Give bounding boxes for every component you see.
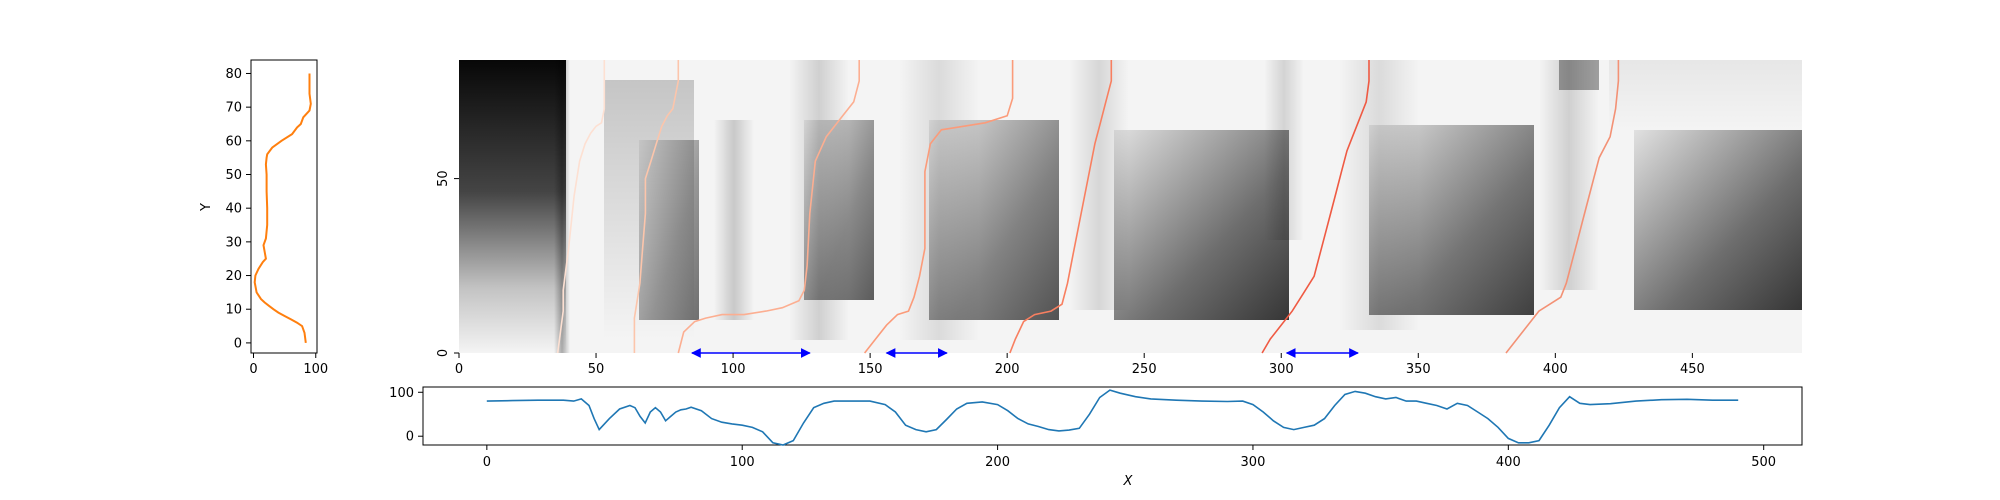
left-y-tick-label: 0 bbox=[234, 336, 242, 351]
heat-x-tick-label: 50 bbox=[588, 362, 605, 377]
heat-x-tick-label: 300 bbox=[1269, 362, 1294, 377]
heat-x-tick-label: 450 bbox=[1680, 362, 1705, 377]
heat-x-tick-label: 100 bbox=[721, 362, 746, 377]
contour-line bbox=[677, 60, 860, 354]
heatmap-image bbox=[459, 60, 1802, 353]
left-y-tick-label: 40 bbox=[225, 202, 242, 217]
contour-line bbox=[863, 60, 1014, 354]
bottom-x-tick-label: 400 bbox=[1496, 455, 1521, 470]
heatmap-contours bbox=[556, 60, 1620, 354]
left-profile-line bbox=[253, 73, 312, 344]
left-y-tick-label: 30 bbox=[225, 235, 242, 250]
heatmap-panel: 0 50 100 150 200 250 300 350 400 450 0 5… bbox=[436, 60, 1802, 377]
bottom-x-tick-label: 0 bbox=[483, 455, 491, 470]
left-y-tick-label: 20 bbox=[225, 269, 242, 284]
left-y-tick-label: 80 bbox=[225, 67, 242, 82]
contour-line bbox=[556, 60, 606, 354]
heat-x-tick-label: 350 bbox=[1406, 362, 1431, 377]
contour-line bbox=[1505, 60, 1620, 354]
bottom-profile-panel: 0 100 200 300 400 500 0 100 X bbox=[389, 386, 1803, 489]
left-profile-panel: 0 100 0 10 20 30 40 50 60 70 80 Y bbox=[199, 59, 328, 377]
heat-y-tick-label: 0 bbox=[436, 349, 451, 357]
bottom-y-axis: 0 100 bbox=[389, 386, 423, 445]
left-plot-frame bbox=[250, 59, 318, 354]
left-y-axis-label: Y bbox=[199, 203, 214, 212]
bottom-y-tick-label: 100 bbox=[389, 386, 414, 401]
bottom-x-axis-label: X bbox=[1123, 474, 1134, 489]
left-x-tick-label: 0 bbox=[249, 362, 257, 377]
heat-x-tick-label: 200 bbox=[995, 362, 1020, 377]
bottom-plot-frame bbox=[422, 386, 1803, 446]
heat-x-tick-label: 150 bbox=[858, 362, 883, 377]
bottom-x-tick-label: 100 bbox=[730, 455, 755, 470]
heatmap-y-axis: 0 50 bbox=[436, 170, 459, 357]
bottom-y-tick-label: 0 bbox=[406, 430, 414, 445]
bottom-profile-line bbox=[486, 389, 1739, 446]
contour-line bbox=[633, 60, 680, 353]
bottom-x-tick-label: 200 bbox=[985, 455, 1010, 470]
contour-line bbox=[1261, 60, 1370, 354]
left-x-axis: 0 100 bbox=[249, 353, 328, 377]
heatmap-x-axis: 0 50 100 150 200 250 300 350 400 450 bbox=[455, 353, 1705, 377]
left-x-tick-label: 100 bbox=[303, 362, 328, 377]
left-y-tick-label: 50 bbox=[225, 168, 242, 183]
bottom-x-axis: 0 100 200 300 400 500 bbox=[483, 445, 1776, 470]
heat-x-tick-label: 400 bbox=[1543, 362, 1568, 377]
left-y-tick-label: 60 bbox=[225, 134, 242, 149]
left-y-tick-label: 70 bbox=[225, 101, 242, 116]
heat-y-tick-label: 50 bbox=[436, 170, 451, 187]
left-y-tick-label: 10 bbox=[225, 303, 242, 318]
bottom-x-tick-label: 500 bbox=[1751, 455, 1776, 470]
bottom-x-tick-label: 300 bbox=[1241, 455, 1266, 470]
left-y-axis: 0 10 20 30 40 50 60 70 80 bbox=[225, 67, 251, 351]
heat-x-tick-label: 0 bbox=[455, 362, 463, 377]
heat-x-tick-label: 250 bbox=[1132, 362, 1157, 377]
contour-line bbox=[1009, 60, 1113, 354]
